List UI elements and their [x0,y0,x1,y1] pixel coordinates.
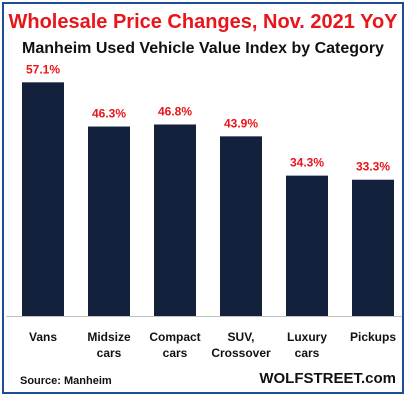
bar [352,179,394,316]
category-tick-label: cars [97,346,122,360]
category-tick-label: Pickups [350,330,396,344]
data-label: 57.1% [26,62,60,76]
bar [286,175,328,316]
chart-frame: Wholesale Price Changes, Nov. 2021 YoY M… [2,2,404,394]
category-tick-label: Luxury [287,330,327,344]
data-label: 46.3% [92,107,126,121]
category-tick-label: Compact [149,330,200,344]
data-label: 33.3% [356,160,390,174]
category-tick-label: Midsize [87,330,131,344]
brand-watermark: WOLFSTREET.com [259,370,396,387]
category-tick-label: Crossover [211,346,271,360]
bar [154,124,196,316]
category-tick-label: SUV, [228,330,255,344]
bar [220,136,262,316]
category-tick-label: cars [163,346,188,360]
category-tick-label: Vans [29,330,57,344]
data-label: 43.9% [224,116,258,130]
data-label: 46.8% [158,104,192,118]
category-tick-label: cars [295,346,320,360]
bar [88,126,130,316]
chart-subtitle: Manheim Used Vehicle Value Index by Cate… [22,40,384,57]
chart-title: Wholesale Price Changes, Nov. 2021 YoY [8,11,398,33]
bar [22,82,64,317]
data-label: 34.3% [290,156,324,170]
source-note: Source: Manheim [20,375,112,387]
